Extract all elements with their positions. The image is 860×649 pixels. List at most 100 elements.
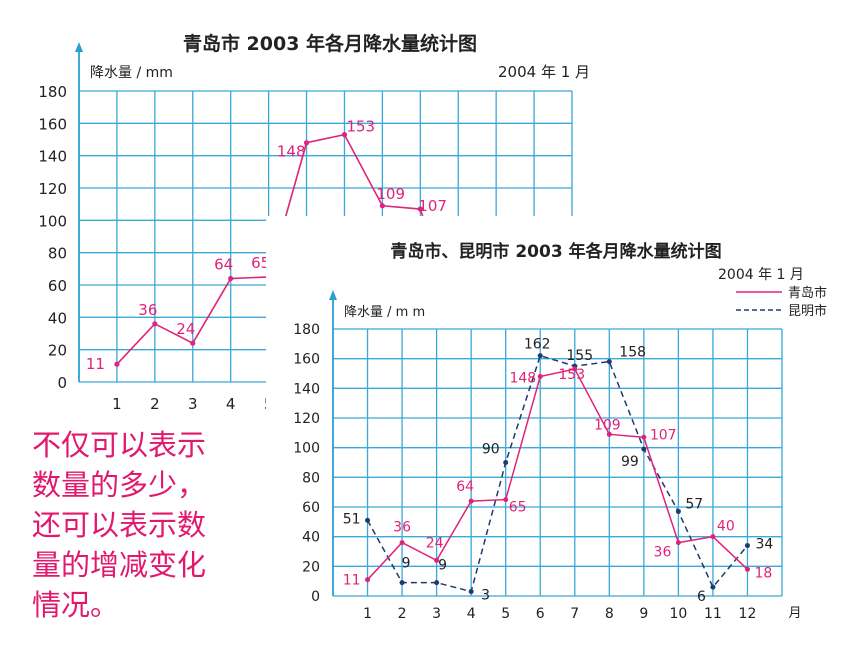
chart-2-data-label-kunming: 158 bbox=[619, 345, 646, 361]
chart-1-xtick-label: 3 bbox=[188, 395, 198, 413]
chart-2-point-qingdao bbox=[537, 373, 543, 379]
chart-2-data-label-qingdao: 11 bbox=[343, 573, 361, 589]
chart-2-xtick-label: 11 bbox=[704, 606, 722, 622]
chart-2-data-label-kunming: 9 bbox=[438, 558, 447, 574]
chart-2-ytick-label: 160 bbox=[293, 352, 320, 368]
chart-2-series-line-qingdao bbox=[366, 368, 748, 581]
chart-1-ytick-label: 100 bbox=[38, 212, 67, 230]
chart-2-xtick-label: 9 bbox=[639, 606, 648, 622]
chart-1-data-label: 107 bbox=[418, 197, 447, 215]
chart-2-data-label-qingdao: 153 bbox=[558, 367, 585, 383]
chart-2-point-kunming bbox=[744, 543, 750, 549]
note-line-3: 还可以表示数 bbox=[32, 508, 207, 542]
chart-1-data-label: 65 bbox=[251, 254, 270, 272]
note-line-2: 数量的多少， bbox=[32, 468, 207, 502]
chart-2-point-kunming bbox=[468, 589, 474, 595]
chart-2-data-label-qingdao: 109 bbox=[594, 417, 621, 433]
chart-2-data-label-kunming: 34 bbox=[755, 537, 773, 553]
chart-1-data-label: 11 bbox=[86, 355, 105, 373]
chart-1-xtick-label: 1 bbox=[112, 395, 122, 413]
chart-2-xtick-label: 4 bbox=[467, 606, 476, 622]
chart-2-y-axis-arrow bbox=[329, 290, 337, 300]
chart-2-point-qingdao bbox=[399, 540, 405, 546]
chart-2-data-label-kunming: 162 bbox=[524, 337, 551, 353]
legend-label: 昆明市 bbox=[788, 303, 827, 319]
chart-2-ytick-label: 60 bbox=[302, 500, 320, 516]
chart-2-data-label-qingdao: 40 bbox=[717, 519, 735, 535]
chart-2-data-label-kunming: 155 bbox=[566, 348, 593, 364]
chart-2-point-qingdao bbox=[468, 498, 474, 504]
chart-2-ytick-label: 80 bbox=[302, 470, 320, 486]
chart-2-data-label-kunming: 51 bbox=[343, 511, 361, 527]
chart-2-point-qingdao bbox=[572, 366, 578, 372]
chart-2-point-kunming bbox=[399, 580, 405, 586]
chart-1-data-label: 64 bbox=[214, 256, 233, 274]
chart-1-y-axis-arrow bbox=[75, 42, 83, 52]
chart-2-ytick-label: 180 bbox=[293, 322, 320, 338]
chart-1-ytick-label: 160 bbox=[38, 115, 67, 133]
chart-2-data-label-kunming: 99 bbox=[621, 454, 639, 470]
chart-1-xtick-label: 2 bbox=[150, 395, 160, 413]
chart-2-xtick-label: 2 bbox=[398, 606, 407, 622]
chart-2-data-label-qingdao: 107 bbox=[650, 427, 677, 443]
chart-2-xlabel: 月 bbox=[788, 606, 801, 621]
chart-2-point-kunming bbox=[641, 446, 647, 452]
chart-2-title: 青岛市、昆明市 2003 年各月降水量统计图 bbox=[390, 241, 721, 262]
chart-1-ytick-label: 60 bbox=[48, 277, 67, 295]
chart-1-data-label: 24 bbox=[176, 320, 195, 338]
chart-2-xtick-label: 3 bbox=[432, 606, 441, 622]
chart-2-xtick-label: 1 bbox=[363, 606, 372, 622]
chart-1-ytick-label: 80 bbox=[48, 245, 67, 263]
chart-1-point bbox=[228, 275, 234, 282]
chart-2-ytick-label: 20 bbox=[302, 559, 320, 575]
chart-2-data-label-qingdao: 65 bbox=[509, 500, 527, 516]
chart-1-title: 青岛市 2003 年各月降水量统计图 bbox=[183, 32, 477, 55]
chart-2-data-label-kunming: 90 bbox=[482, 442, 500, 458]
chart-1-point bbox=[379, 203, 385, 209]
chart-2-xtick-label: 8 bbox=[605, 606, 614, 622]
note-line-4: 量的增减变化 bbox=[32, 548, 207, 582]
chart-1-ytick-label: 0 bbox=[57, 374, 67, 392]
chart-1-point bbox=[152, 321, 158, 327]
chart-1-point bbox=[303, 140, 310, 146]
chart-2-point-qingdao bbox=[503, 497, 509, 503]
chart-2-data-label-kunming: 57 bbox=[685, 496, 703, 512]
chart-1-data-label: 153 bbox=[346, 118, 375, 136]
chart-2-xtick-label: 12 bbox=[739, 606, 757, 622]
chart-2-ytick-label: 0 bbox=[311, 589, 320, 605]
chart-2-point-qingdao bbox=[365, 577, 371, 583]
chart-2-ytick-label: 40 bbox=[302, 530, 320, 546]
chart-2-data-label-qingdao: 24 bbox=[426, 535, 444, 551]
chart-2-xtick-label: 5 bbox=[501, 606, 510, 622]
chart-2-xtick-label: 6 bbox=[536, 606, 545, 622]
chart-1-data-label: 148 bbox=[277, 143, 306, 161]
chart-2-point-kunming bbox=[503, 460, 509, 465]
chart-1-point bbox=[114, 361, 120, 367]
chart-2-data-label-qingdao: 36 bbox=[654, 545, 672, 561]
chart-1-point bbox=[417, 206, 423, 212]
chart-2-point-kunming bbox=[537, 353, 543, 359]
note-line-1: 不仅可以表示 bbox=[32, 428, 207, 462]
chart-1-date-note: 2004 年 1 月 bbox=[498, 63, 590, 81]
chart-1-ytick-label: 180 bbox=[38, 83, 67, 101]
chart-2-data-label-kunming: 3 bbox=[481, 588, 490, 604]
chart-2-ylabel: 降水量 / m m bbox=[344, 305, 425, 320]
chart-2-xtick-label: 10 bbox=[669, 606, 687, 622]
chart-2-point-qingdao bbox=[675, 540, 681, 546]
chart-1-ytick-label: 20 bbox=[48, 342, 67, 360]
chart-1-point bbox=[341, 132, 348, 138]
chart-2-point-kunming bbox=[434, 580, 440, 586]
chart-1-ytick-label: 140 bbox=[38, 148, 67, 166]
chart-2-point-qingdao bbox=[744, 566, 750, 572]
chart-1-ytick-label: 40 bbox=[48, 309, 67, 327]
chart-2-data-label-qingdao: 64 bbox=[456, 479, 474, 495]
chart-1-xtick-label: 4 bbox=[226, 395, 236, 413]
chart-2-point-qingdao bbox=[641, 434, 647, 440]
chart-2-data-label-qingdao: 36 bbox=[393, 520, 411, 536]
chart-1-data-label: 109 bbox=[376, 185, 405, 203]
chart-1-point bbox=[190, 340, 196, 346]
note-line-5: 情况。 bbox=[32, 588, 120, 622]
